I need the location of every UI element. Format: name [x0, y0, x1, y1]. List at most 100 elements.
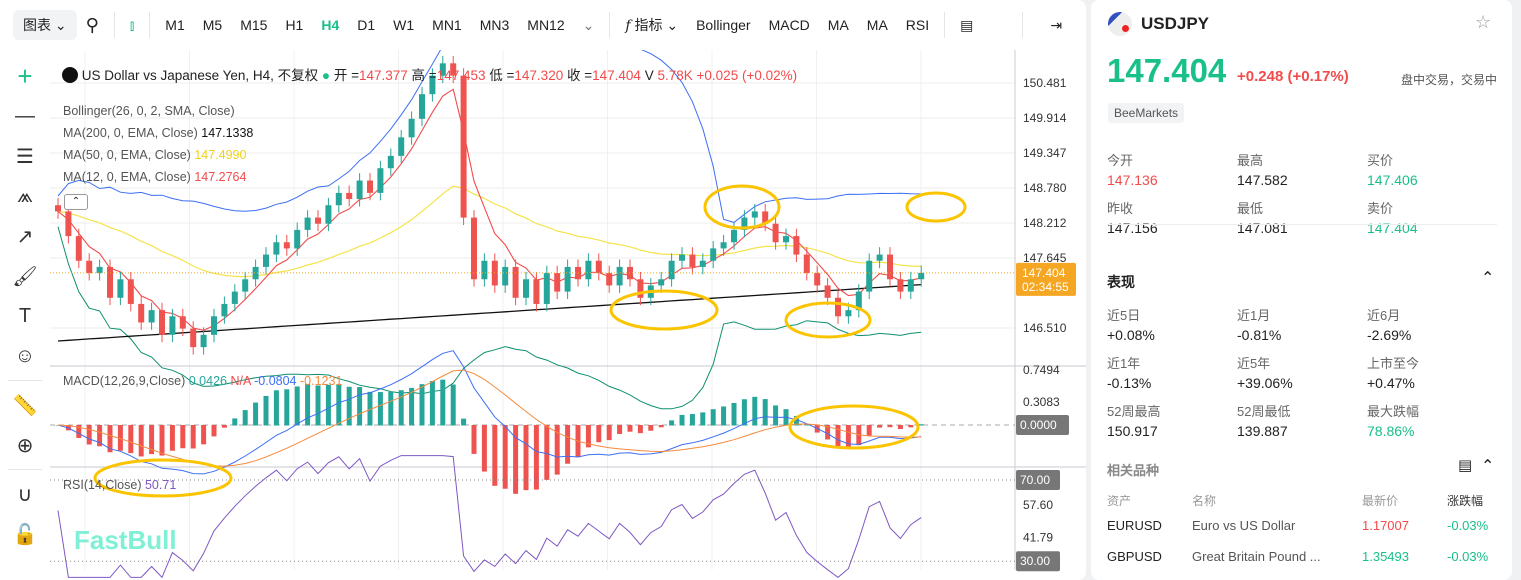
macd-histogram-bar: [305, 383, 311, 426]
chevron-up-icon[interactable]: ⌃: [1481, 270, 1495, 287]
chart-toolbar: 图表 ⌄ ⚲ ⫾ M1 M5 M15 H1 H4 D1 W1 MN1 MN3 MN12 ⌄ f 指…: [0, 0, 1086, 50]
candle-body: [335, 192, 342, 206]
indicator-bollinger[interactable]: Bollinger: [696, 17, 751, 33]
macd-histogram-bar: [669, 420, 675, 426]
macd-histogram-bar: [461, 418, 467, 426]
candle-body: [179, 316, 186, 329]
candle-body: [96, 266, 103, 274]
indicators-button[interactable]: f 指标 ⌄: [625, 17, 679, 34]
timeframe-m5[interactable]: M5: [202, 17, 223, 33]
candle-body: [159, 310, 165, 335]
timeframe-mn3[interactable]: MN3: [479, 17, 510, 33]
chevron-down-icon[interactable]: ⌄: [582, 16, 595, 33]
macd-histogram-bar: [793, 415, 799, 426]
timeframe-m1[interactable]: M1: [165, 17, 185, 33]
macd-histogram-bar: [565, 425, 571, 464]
macd-histogram-bar: [211, 425, 217, 437]
crosshair-icon[interactable]: +: [17, 60, 33, 91]
chevron-up-icon[interactable]: ⌃: [1481, 458, 1495, 475]
emoji-icon[interactable]: ☺: [14, 344, 36, 367]
chart-menu-button[interactable]: 图表 ⌄: [13, 10, 77, 40]
annotation-ellipse[interactable]: [784, 301, 872, 339]
candle-body: [283, 242, 290, 249]
candle-body: [876, 254, 883, 261]
stat-value: 147.081: [1237, 220, 1288, 236]
candle-body: [741, 217, 748, 230]
candle-body: [502, 266, 509, 286]
annotation-ellipse[interactable]: [93, 458, 233, 498]
candle-body: [471, 217, 477, 280]
price-tick: 149.347: [1023, 146, 1067, 160]
candle-body: [450, 63, 457, 76]
annotation-ellipse[interactable]: [788, 404, 920, 450]
market-status: 盘中交易，交易中: [1401, 73, 1498, 87]
stat-value: +39.06%: [1237, 375, 1293, 391]
candle-body: [699, 260, 706, 267]
divider: [1107, 224, 1497, 225]
quote-panel: USDJPY ☆ 147.404 +0.248 (+0.17%) 盘中交易，交易…: [1091, 0, 1512, 580]
fib-lines-icon[interactable]: ☰: [16, 145, 34, 168]
brush-icon[interactable]: 🖌: [12, 265, 38, 288]
candle-body: [679, 254, 685, 261]
close-label: 收 =: [566, 68, 593, 83]
stat-item: 52周最低 139.887: [1237, 401, 1367, 449]
related-title: 相关品种: [1107, 463, 1160, 478]
annotation-ellipse[interactable]: [905, 191, 967, 223]
indicator-rsi[interactable]: RSI: [905, 17, 930, 33]
macd-tick: 0.3083: [1023, 395, 1060, 409]
stat-label: 买价: [1367, 153, 1394, 168]
timeframe-mn12[interactable]: MN12: [527, 17, 565, 33]
column-header: 涨跌幅: [1447, 494, 1484, 508]
timeframe-h4[interactable]: H4: [321, 17, 340, 33]
timeframe-d1[interactable]: D1: [357, 17, 376, 33]
arrow-line-icon[interactable]: ↗: [16, 225, 34, 248]
timeframe-m15[interactable]: M15: [240, 17, 268, 33]
stat-value: -0.81%: [1237, 327, 1282, 343]
candlestick-icon[interactable]: ⫾: [129, 16, 135, 33]
collapse-legend-button[interactable]: ⌃: [64, 194, 88, 210]
layout-icon[interactable]: ▤: [960, 16, 974, 33]
candle-body: [138, 303, 145, 323]
indicator-ma[interactable]: MA: [866, 17, 888, 33]
text-icon[interactable]: T: [18, 304, 32, 327]
macd-histogram-bar: [471, 425, 477, 454]
collapse-panel-icon[interactable]: ⇥: [1050, 16, 1063, 33]
stat-item: 近1月 -0.81%: [1237, 305, 1367, 353]
annotation-ellipse[interactable]: [703, 184, 781, 230]
indicator-ma[interactable]: MA: [827, 17, 849, 33]
table-row[interactable]: EURUSD Euro vs US Dollar 1.17007 -0.03%: [1107, 518, 1497, 549]
candle-body: [252, 266, 259, 280]
macd-histogram-bar: [710, 409, 716, 426]
divider: [609, 12, 611, 38]
indicator-macd[interactable]: MACD: [768, 17, 810, 33]
candle-body: [658, 279, 665, 286]
candle-body: [200, 334, 207, 348]
search-icon[interactable]: ⚲: [85, 14, 99, 35]
annotation-ellipse[interactable]: [609, 289, 719, 331]
timeframe-mn1[interactable]: MN1: [432, 17, 462, 33]
price-change: +0.248 (+0.17%): [1237, 68, 1349, 85]
macd-histogram-bar: [440, 379, 446, 426]
pattern-icon[interactable]: ⩕: [17, 184, 33, 207]
table-row[interactable]: GBPUSD Great Britain Pound ... 1.35493 -0.0…: [1107, 549, 1497, 580]
zoom-in-icon[interactable]: ⊕: [16, 434, 34, 457]
list-icon[interactable]: ▤: [1458, 457, 1473, 474]
macd-histogram-bar: [585, 425, 591, 448]
timeframe-h1[interactable]: H1: [285, 17, 304, 33]
stat-value: -2.69%: [1367, 327, 1412, 343]
timeframe-w1[interactable]: W1: [393, 17, 415, 33]
macd-legend: MACD(12,26,9,Close) 0.0426 N/A -0.0804 -…: [63, 374, 342, 388]
candle-body: [221, 303, 228, 317]
price-chart[interactable]: 150.481 149.914 149.347 148.780 148.212 147.6…: [50, 50, 1086, 580]
favorite-star-icon[interactable]: ☆: [1475, 12, 1492, 32]
broker-badge[interactable]: BeeMarkets: [1108, 103, 1185, 123]
lock-drawings-icon[interactable]: 🔓: [12, 523, 38, 546]
macd-histogram-bar: [128, 425, 134, 454]
stat-item: 今开 147.136: [1107, 150, 1237, 198]
magnet-icon[interactable]: ∪: [17, 483, 33, 506]
candle-body: [606, 273, 613, 286]
candle-body: [772, 223, 779, 243]
horizontal-line-icon[interactable]: —: [15, 104, 35, 127]
candle-body: [419, 94, 425, 119]
ruler-icon[interactable]: 📏: [12, 394, 38, 417]
